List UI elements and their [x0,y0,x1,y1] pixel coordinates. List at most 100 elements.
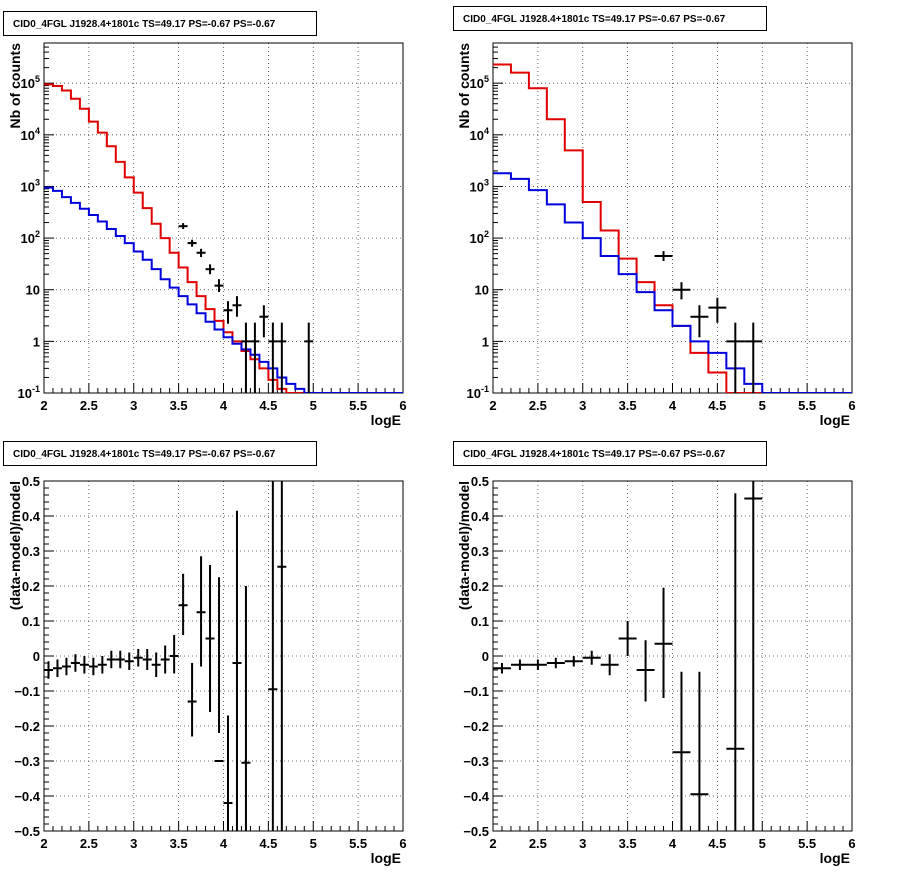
y-tick-label: 10-1 [467,384,489,401]
data-point [205,264,215,275]
y-tick-label: 10 [475,283,489,298]
y-tick-label: 105 [21,74,40,91]
data-point [493,663,511,674]
x-tick-label: 4.5 [259,836,277,851]
y-tick-label: −0.3 [14,754,40,769]
data-point [44,661,53,679]
x-tick-label: 6 [848,398,855,413]
data-point [196,556,206,667]
x-axis-title: logE [820,850,850,866]
data-point [61,657,71,676]
y-tick-label: 0.2 [471,579,489,594]
y-tick-label: 0 [482,649,489,664]
y-tick-label: −0.2 [463,719,489,734]
y-tick-label: 103 [470,177,489,194]
data-point [169,635,179,674]
y-tick-label: 0.1 [22,614,40,629]
x-tick-label: 3 [579,398,586,413]
chart-title: CID0_4FGL J1928.4+1801c TS=49.17 PS=-0.6… [463,14,726,25]
chart-title-box [453,6,767,31]
x-tick-label: 4 [220,398,228,413]
data-point [124,652,134,670]
data-point [133,649,143,667]
x-tick-label: 4 [220,836,228,851]
data-layer [493,63,852,393]
x-tick-label: 3 [130,398,137,413]
chart-panel-2: CID0_4FGL J1928.4+1801c TS=49.17 PS=-0.6… [453,6,856,428]
x-tick-label: 6 [399,836,406,851]
x-tick-label: 5.5 [349,398,367,413]
y-tick-label: −0.1 [463,684,489,699]
x-tick-label: 5.5 [798,398,816,413]
y-axis-title: (data-model)/model [456,481,472,610]
x-tick-label: 2 [40,398,47,413]
y-tick-label: −0.2 [14,719,40,734]
y-tick-label: 0.4 [22,509,41,524]
data-point [277,322,287,393]
data-point [178,573,188,635]
x-tick-label: 5.5 [349,836,367,851]
x-tick-label: 2.5 [80,398,98,413]
data-point [618,621,637,656]
data-point [636,640,655,702]
data-point [241,586,251,831]
data-point [205,565,215,712]
chart-panel-1: CID0_4FGL J1928.4+1801c TS=49.17 PS=-0.6… [3,11,407,428]
x-tick-label: 4.5 [708,836,726,851]
x-tick-label: 3.5 [619,836,637,851]
chart-title-box [453,441,767,466]
data-point [250,322,260,393]
data-point [582,650,601,665]
data-point [232,296,242,317]
data-point [214,577,224,762]
y-tick-label: −0.5 [14,824,40,839]
y-tick-label: 1 [33,334,40,349]
data-point [268,481,278,831]
y-tick-label: 0.2 [22,579,40,594]
data-point [304,322,314,393]
y-tick-label: 102 [21,229,40,246]
data-point [187,239,197,247]
data-point [52,659,62,677]
data-point [196,248,206,258]
y-tick-label: 0.5 [22,474,40,489]
data-point [259,305,269,338]
data-layer [44,83,403,393]
x-tick-label: 5 [759,836,766,851]
y-tick-label: 1 [482,334,489,349]
y-axis-title: Nb of counts [456,43,472,129]
x-tick-label: 6 [848,836,855,851]
data-point [223,301,233,324]
data-layer [44,481,287,831]
x-tick-label: 4.5 [259,398,277,413]
data-point [690,671,709,831]
chart-title: CID0_4FGL J1928.4+1801c TS=49.17 PS=-0.6… [463,449,726,460]
data-point [744,481,763,831]
x-tick-label: 3.5 [619,398,637,413]
y-axis-title: (data-model)/model [7,481,23,610]
chart-title-box [3,441,317,466]
x-tick-label: 2.5 [80,836,98,851]
x-axis-title: logE [820,412,850,428]
x-tick-label: 3.5 [170,398,188,413]
x-tick-label: 2.5 [529,836,547,851]
chart-panel-4: CID0_4FGL J1928.4+1801c TS=49.17 PS=-0.6… [453,441,856,866]
y-tick-label: −0.4 [463,789,489,804]
histogram-step-series-2 [493,172,852,393]
chart-title: CID0_4FGL J1928.4+1801c TS=49.17 PS=-0.6… [13,19,276,30]
data-point [726,322,745,393]
x-tick-label: 6 [399,398,406,413]
data-point [223,715,233,831]
x-tick-label: 3.5 [170,836,188,851]
data-point [214,279,224,293]
data-point [79,656,89,674]
x-tick-label: 5.5 [798,836,816,851]
x-tick-label: 5 [310,398,317,413]
x-tick-label: 2.5 [529,398,547,413]
data-point [268,322,278,393]
histogram-step-series-1 [44,83,403,393]
x-tick-label: 2 [489,836,496,851]
chart-title-box [3,11,317,36]
chart-title: CID0_4FGL J1928.4+1801c TS=49.17 PS=-0.6… [13,449,276,460]
